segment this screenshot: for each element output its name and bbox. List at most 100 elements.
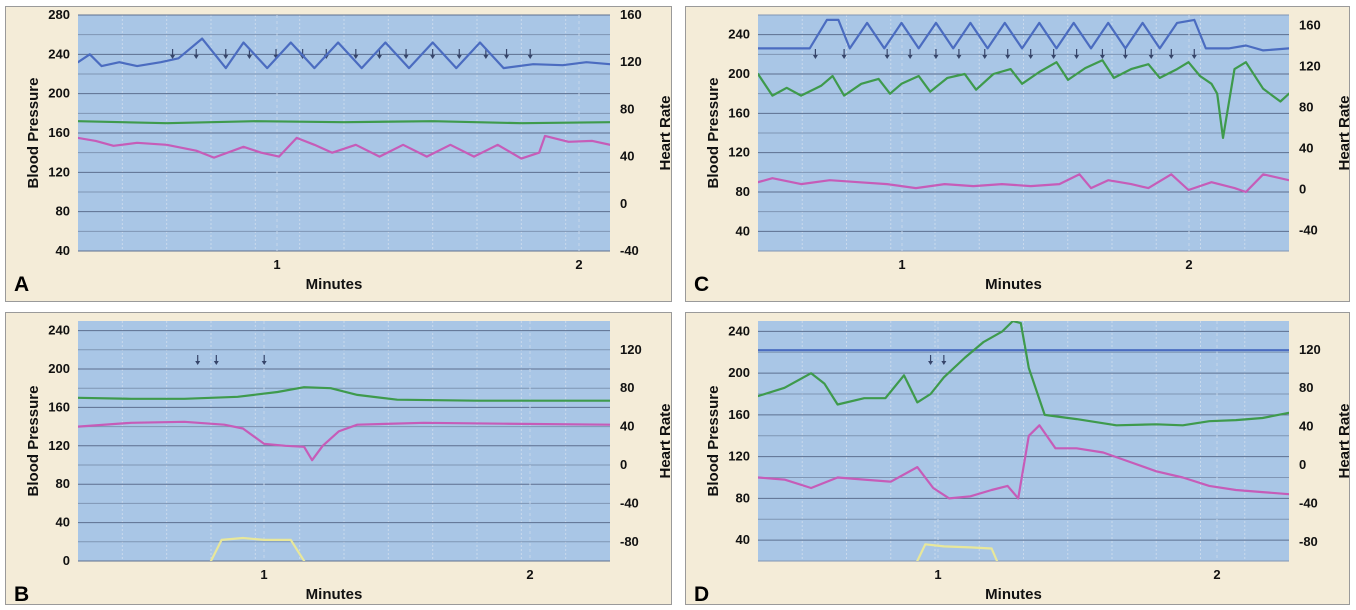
beat-marker-arrow xyxy=(1168,55,1174,59)
beat-marker-arrow xyxy=(193,55,199,59)
y-axis-right-title: Heart Rate xyxy=(657,95,674,170)
x-axis-title: Minutes xyxy=(985,276,1042,293)
left-tick-label: 200 xyxy=(48,361,70,376)
left-tick-label: 200 xyxy=(48,86,70,101)
panel-b: 0 40 80 120 160 200 240 -80 -40 0 40 80 120 1 2 Blood P… xyxy=(5,312,674,606)
x-tick-label: 1 xyxy=(898,257,905,272)
y-axis-left-title: Blood Pressure xyxy=(705,386,722,497)
left-tick-label: 240 xyxy=(728,323,750,338)
panel-c-chart: 40 80 120 160 200 240 -40 0 40 80 120 160 1 2 Blood Pr… xyxy=(694,14,1353,296)
beat-marker-arrow xyxy=(907,55,913,59)
beat-marker-arrow xyxy=(170,55,176,59)
right-tick-label: -40 xyxy=(1299,495,1318,510)
x-tick-label: 1 xyxy=(934,567,941,582)
left-tick-label: 120 xyxy=(48,164,70,179)
left-tick-label: 240 xyxy=(48,46,70,61)
right-tick-label: 80 xyxy=(1299,99,1313,114)
left-tick-label: 200 xyxy=(728,66,750,81)
left-tick-label: 200 xyxy=(728,365,750,380)
x-tick-label: 2 xyxy=(1185,257,1192,272)
left-tick-label: 40 xyxy=(736,532,750,547)
series-line-3 xyxy=(758,424,1289,500)
beat-marker-arrow xyxy=(1099,55,1105,59)
beat-marker-arrow xyxy=(1005,55,1011,59)
beat-marker-arrow xyxy=(1191,55,1197,59)
beat-marker-arrow xyxy=(527,55,533,59)
beat-marker-arrow xyxy=(1122,55,1128,59)
series-line-4 xyxy=(916,543,999,561)
series-line-2 xyxy=(758,59,1289,139)
right-tick-label: -40 xyxy=(620,495,639,510)
right-tick-label: -80 xyxy=(620,534,639,549)
series-line-3 xyxy=(758,173,1289,194)
left-tick-label: 160 xyxy=(728,105,750,120)
beat-marker-arrow xyxy=(261,361,267,365)
right-tick-label: 160 xyxy=(620,7,642,22)
right-tick-label: 120 xyxy=(620,342,642,357)
panel-d-chart: 40 80 120 160 200 240 -80 -40 0 40 80 120 1 2 Blood Pr… xyxy=(694,321,1353,606)
beat-marker-arrow xyxy=(812,55,818,59)
beat-marker-arrow xyxy=(195,361,201,365)
panel-letter: D xyxy=(694,583,709,606)
right-tick-label: 0 xyxy=(1299,457,1306,472)
beat-marker-arrow xyxy=(246,55,252,59)
left-tick-label: 80 xyxy=(736,184,750,199)
beat-marker-arrow xyxy=(933,55,939,59)
right-tick-label: 80 xyxy=(620,101,634,116)
panel-c: 40 80 120 160 200 240 -40 0 40 80 120 160 1 2 Blood Pr… xyxy=(685,6,1353,302)
beat-marker-arrow xyxy=(884,55,890,59)
left-tick-label: 120 xyxy=(728,449,750,464)
left-tick-label: 40 xyxy=(736,223,750,238)
panel-letter: C xyxy=(694,273,709,296)
left-tick-label: 160 xyxy=(48,125,70,140)
x-tick-label: 1 xyxy=(273,257,280,272)
left-tick-label: 0 xyxy=(63,553,70,568)
right-tick-label: 0 xyxy=(620,457,627,472)
y-axis-right-title: Heart Rate xyxy=(657,403,674,478)
series-line-2 xyxy=(78,120,610,125)
panel-a: 40 80 120 160 200 240 280 -40 0 40 80 120 160 1 2 Blood… xyxy=(5,6,674,302)
panel-letter: B xyxy=(14,583,29,606)
right-tick-label: 40 xyxy=(1299,140,1313,155)
beat-marker-arrow xyxy=(403,55,409,59)
left-tick-label: 160 xyxy=(48,399,70,414)
y-axis-left-title: Blood Pressure xyxy=(705,78,722,189)
left-tick-label: 160 xyxy=(728,407,750,422)
right-tick-label: -40 xyxy=(1299,222,1318,237)
x-axis-title: Minutes xyxy=(306,276,363,293)
series-line-2 xyxy=(78,420,610,462)
right-tick-label: 40 xyxy=(620,419,634,434)
x-tick-label: 2 xyxy=(1213,567,1220,582)
series-line-2 xyxy=(758,321,1289,427)
beat-marker-arrow xyxy=(941,361,947,365)
panel-letter: A xyxy=(14,273,29,296)
right-tick-label: 120 xyxy=(620,54,642,69)
panel-b-chart: 0 40 80 120 160 200 240 -80 -40 0 40 80 120 1 2 Blood P… xyxy=(14,321,674,606)
right-tick-label: 120 xyxy=(1299,58,1321,73)
series-line-1 xyxy=(758,18,1289,52)
x-tick-label: 1 xyxy=(260,567,267,582)
beat-marker-arrow xyxy=(1074,55,1080,59)
right-tick-label: 0 xyxy=(620,196,627,211)
x-tick-label: 2 xyxy=(575,257,582,272)
beat-marker-arrow xyxy=(956,55,962,59)
right-tick-label: -40 xyxy=(620,243,639,258)
beat-marker-arrow xyxy=(223,55,229,59)
right-tick-label: -80 xyxy=(1299,534,1318,549)
beat-marker-arrow xyxy=(376,55,382,59)
right-tick-label: 120 xyxy=(1299,342,1321,357)
beat-marker-arrow xyxy=(456,55,462,59)
series-line-1 xyxy=(78,386,610,402)
beat-marker-arrow xyxy=(1148,55,1154,59)
right-tick-label: 40 xyxy=(620,149,634,164)
beat-marker-arrow xyxy=(982,55,988,59)
left-tick-label: 240 xyxy=(48,323,70,338)
y-axis-right-title: Heart Rate xyxy=(1336,403,1353,478)
left-tick-label: 80 xyxy=(736,490,750,505)
left-tick-label: 120 xyxy=(48,438,70,453)
left-tick-label: 120 xyxy=(728,145,750,160)
left-tick-label: 40 xyxy=(56,243,70,258)
panel-d: 40 80 120 160 200 240 -80 -40 0 40 80 120 1 2 Blood Pr… xyxy=(685,312,1353,606)
x-axis-title: Minutes xyxy=(306,586,363,603)
